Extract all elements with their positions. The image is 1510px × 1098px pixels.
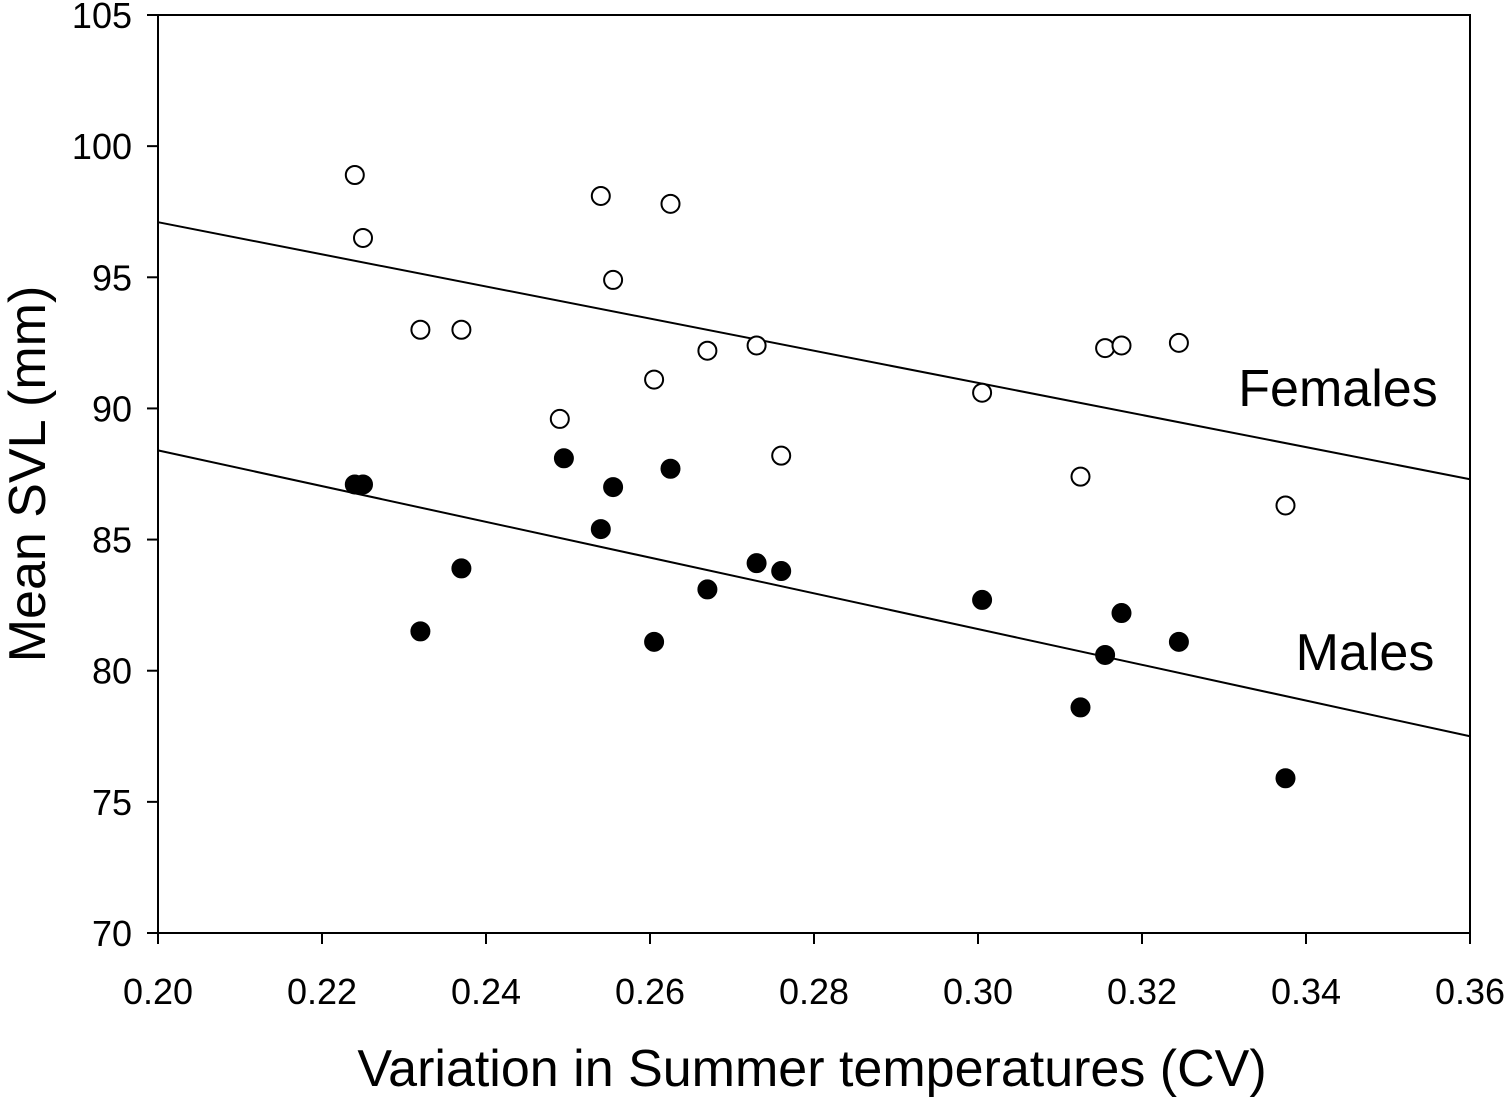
point-females <box>410 319 431 340</box>
y-tick-label: 100 <box>72 126 132 167</box>
point-males <box>451 558 472 579</box>
point-females <box>660 193 681 214</box>
x-tick-label: 0.24 <box>451 971 521 1012</box>
point-males <box>1095 644 1116 665</box>
point-females <box>344 164 365 185</box>
point-males <box>553 448 574 469</box>
x-tick-label: 0.20 <box>123 971 193 1012</box>
x-axis-title: Variation in Summer temperatures (CV) <box>357 1040 1266 1098</box>
point-females <box>451 319 472 340</box>
point-females <box>1275 495 1296 516</box>
point-males <box>644 631 665 652</box>
y-tick-label: 80 <box>92 651 132 692</box>
fit-line-females <box>157 221 1471 481</box>
x-tick-label: 0.26 <box>615 971 685 1012</box>
point-males <box>1070 697 1091 718</box>
point-females <box>353 227 373 248</box>
series-label-females: Females <box>1238 360 1437 418</box>
y-tick-label: 90 <box>92 388 132 429</box>
series-label-males: Males <box>1296 624 1435 682</box>
point-females <box>549 408 570 429</box>
point-males <box>746 553 767 574</box>
x-tick-label: 0.36 <box>1435 971 1505 1012</box>
point-females <box>1111 335 1132 356</box>
x-tick-label: 0.28 <box>779 971 849 1012</box>
point-females <box>746 335 767 356</box>
y-tick-label: 70 <box>92 913 132 954</box>
y-axis: 70 75 80 85 90 95 100 105 <box>72 0 158 954</box>
point-males <box>1275 768 1296 789</box>
data-points <box>344 164 1296 789</box>
point-females <box>1095 338 1116 359</box>
point-males <box>972 589 993 610</box>
point-females <box>590 185 611 206</box>
x-tick-label: 0.32 <box>1107 971 1177 1012</box>
point-males <box>660 458 681 479</box>
y-tick-label: 75 <box>92 782 132 823</box>
plot-frame <box>157 14 1471 934</box>
x-tick-label: 0.34 <box>1271 971 1341 1012</box>
point-females <box>603 269 624 290</box>
y-tick-label: 105 <box>72 0 132 36</box>
x-axis: 0.20 0.22 0.24 0.26 0.28 0.30 0.32 0.34 0.36 <box>123 933 1505 1012</box>
point-females <box>972 382 993 403</box>
x-tick-label: 0.30 <box>943 971 1013 1012</box>
point-males <box>1168 631 1189 652</box>
x-tick-label: 0.22 <box>287 971 357 1012</box>
point-males <box>771 561 792 582</box>
point-males <box>697 579 718 600</box>
y-tick-label: 85 <box>92 520 132 561</box>
point-males <box>353 474 373 495</box>
point-females <box>644 369 665 390</box>
point-females <box>697 340 718 361</box>
regression-lines <box>157 221 1471 738</box>
point-males <box>410 621 431 642</box>
point-females <box>1070 466 1091 487</box>
y-axis-title: Mean SVL (mm) <box>0 286 57 663</box>
point-males <box>603 477 624 498</box>
point-females <box>771 445 792 466</box>
point-males <box>590 519 611 540</box>
point-females <box>1168 332 1189 353</box>
point-males <box>1111 603 1132 624</box>
y-tick-label: 95 <box>92 257 132 298</box>
fit-line-males <box>157 449 1471 738</box>
